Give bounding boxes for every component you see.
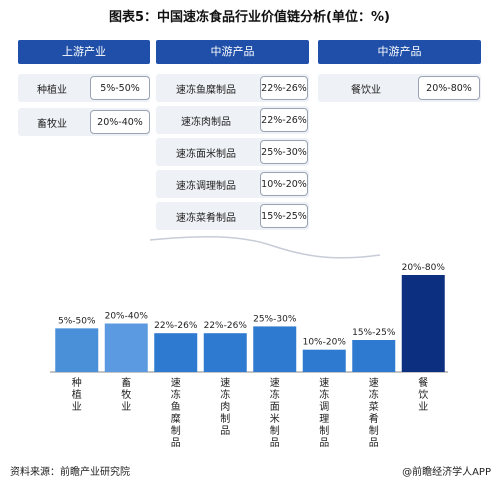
downstream-item-range: 20%-80%: [418, 76, 480, 100]
data-label: 5%-50%: [58, 316, 96, 326]
category-label: 速冻调理制品: [319, 377, 329, 449]
bar: [253, 326, 297, 372]
category-label: 速冻菜肴制品: [369, 377, 379, 449]
bar: [104, 323, 148, 372]
midstream-item-name: 速冻鱼糜制品: [176, 84, 236, 96]
midstream-item-range: 15%-25%: [260, 204, 308, 228]
data-label: 22%-26%: [154, 321, 198, 331]
bar: [352, 339, 396, 372]
bar: [401, 275, 445, 372]
upstream-header: 上游产业: [18, 40, 150, 64]
upstream-item-range: 20%-40%: [90, 110, 150, 134]
data-label: 15%-25%: [352, 328, 396, 338]
brand-note: @前瞻经济学人APP: [402, 467, 491, 478]
category-label: 速冻鱼糜制品: [171, 377, 181, 449]
bar: [203, 333, 247, 372]
midstream-item: 速冻面米制品 25%-30%: [156, 138, 309, 166]
midstream-item: 速冻肉制品 22%-26%: [156, 106, 309, 134]
upstream-item: 畜牧业 20%-40%: [18, 108, 150, 136]
downstream-header: 中游产品: [318, 40, 481, 64]
category-label: 速冻面米制品: [270, 377, 280, 449]
downstream-item-name: 餐饮业: [351, 84, 381, 96]
category-label: 畜牧业: [121, 376, 131, 413]
bar: [154, 333, 198, 372]
chart-title: 图表5：中国速冻食品行业价值链分析(单位：%): [109, 10, 390, 25]
category-label: 速冻肉制品: [220, 377, 230, 437]
data-label: 20%-80%: [402, 263, 446, 273]
midstream-item-name: 速冻面米制品: [176, 148, 236, 160]
midstream-item: 速冻鱼糜制品 22%-26%: [156, 74, 309, 102]
data-label: 20%-40%: [105, 312, 149, 322]
bar: [55, 328, 99, 372]
midstream-item: 速冻菜肴制品 15%-25%: [156, 202, 309, 230]
upstream-item-name: 畜牧业: [37, 118, 67, 130]
midstream-item-range: 22%-26%: [260, 76, 308, 100]
data-label: 25%-30%: [253, 314, 297, 324]
midstream-item-name: 速冻菜肴制品: [176, 212, 236, 224]
midstream-header: 中游产品: [156, 40, 309, 64]
upstream-item-name: 种植业: [37, 84, 67, 96]
midstream-item-range: 25%-30%: [260, 140, 308, 164]
midstream-item-name: 速冻肉制品: [181, 116, 231, 128]
data-label: 10%-20%: [303, 338, 347, 348]
midstream-item-range: 10%-20%: [260, 172, 308, 196]
bar: [302, 349, 346, 372]
source-note: 资料来源：前瞻产业研究院: [10, 467, 130, 478]
category-label: 种植业: [72, 376, 82, 413]
category-label: 餐饮业: [418, 376, 428, 413]
upstream-item-range: 5%-50%: [90, 76, 150, 100]
downstream-item: 餐饮业 20%-80%: [318, 74, 481, 102]
midstream-item-name: 速冻调理制品: [176, 180, 236, 192]
upstream-item: 种植业 5%-50%: [18, 74, 150, 102]
midstream-item: 速冻调理制品 10%-20%: [156, 170, 309, 198]
data-label: 22%-26%: [204, 321, 248, 331]
midstream-item-range: 22%-26%: [260, 108, 308, 132]
